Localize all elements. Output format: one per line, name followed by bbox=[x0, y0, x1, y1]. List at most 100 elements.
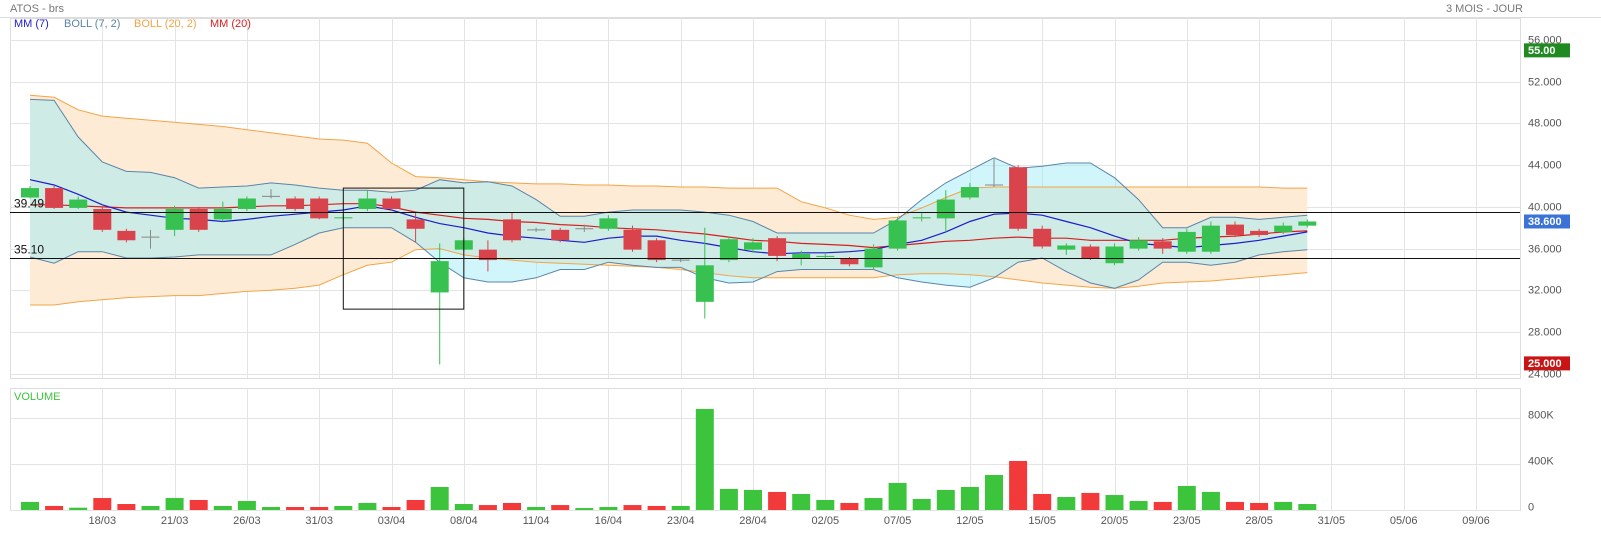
x-tick-label: 18/03 bbox=[89, 515, 117, 527]
x-tick-label: 15/05 bbox=[1028, 515, 1056, 527]
moving-average-line bbox=[29, 179, 1308, 255]
volume-bar bbox=[527, 507, 546, 510]
candle-body bbox=[1081, 246, 1100, 258]
price-badge bbox=[1524, 356, 1570, 371]
candle-body bbox=[768, 238, 787, 256]
candle-body bbox=[744, 242, 762, 250]
volume-bar bbox=[960, 486, 979, 510]
candle-body bbox=[478, 249, 497, 261]
level-label: 39.49 bbox=[14, 197, 44, 211]
annotation-box bbox=[342, 187, 465, 310]
volume-bar bbox=[1081, 492, 1100, 510]
x-tick-label: 21/03 bbox=[161, 515, 189, 527]
candle-body bbox=[960, 187, 979, 198]
volume-title: VOLUME bbox=[14, 391, 60, 403]
band-fill bbox=[30, 99, 1308, 289]
volume-bar bbox=[575, 508, 594, 510]
legend-entry: MM (7) bbox=[14, 18, 49, 30]
volume-bar bbox=[888, 482, 907, 510]
volume-bar bbox=[816, 499, 835, 510]
price-badge-label: 38.600 bbox=[1528, 216, 1562, 228]
candle-body bbox=[45, 188, 64, 208]
y-tick-label: 36.000 bbox=[1528, 243, 1562, 255]
candle-body bbox=[912, 217, 931, 219]
y-tick-label: 48.000 bbox=[1528, 117, 1562, 129]
volume-bar bbox=[117, 504, 136, 510]
band-line bbox=[29, 227, 1308, 289]
volume-bar bbox=[647, 505, 666, 510]
candle-body bbox=[310, 198, 329, 219]
volume-bar bbox=[1226, 501, 1244, 510]
volume-bar bbox=[93, 498, 112, 510]
volume-bar bbox=[985, 475, 1003, 510]
volume-bar bbox=[1105, 495, 1124, 510]
candle-body bbox=[503, 219, 521, 241]
volume-bar bbox=[1153, 501, 1172, 510]
volume-bar bbox=[623, 505, 642, 510]
y-tick-label: 24.000 bbox=[1528, 368, 1562, 380]
legend-entry: MM (20) bbox=[210, 18, 251, 30]
candle-body bbox=[69, 199, 88, 208]
volume-bar bbox=[286, 507, 305, 510]
price-badge-label: 55.00 bbox=[1528, 45, 1556, 57]
volume-bar bbox=[1201, 491, 1220, 510]
x-tick-label: 28/05 bbox=[1245, 515, 1273, 527]
candle-body bbox=[888, 220, 907, 249]
volume-bar bbox=[599, 507, 618, 510]
candle-body bbox=[936, 199, 955, 219]
candle-body bbox=[1177, 231, 1196, 252]
candle-body bbox=[1298, 221, 1317, 226]
price-badge-label: 25.000 bbox=[1528, 358, 1562, 370]
volume-bar bbox=[1129, 501, 1148, 510]
volume-bar bbox=[1057, 496, 1076, 510]
candle-body bbox=[382, 198, 401, 209]
volume-bar bbox=[430, 486, 449, 510]
volume-bar bbox=[1250, 502, 1269, 510]
candle-body bbox=[816, 255, 835, 257]
volume-bar bbox=[45, 505, 64, 510]
volume-bar bbox=[1177, 485, 1196, 510]
volume-bar bbox=[1274, 501, 1293, 510]
y-tick-label: 32.000 bbox=[1528, 284, 1562, 296]
volume-bar bbox=[334, 505, 353, 510]
chart-title: ATOS - brs bbox=[10, 3, 64, 15]
volume-bar bbox=[671, 505, 690, 510]
candle-body bbox=[237, 198, 256, 209]
volume-bar bbox=[1009, 460, 1028, 510]
volume-bar bbox=[358, 502, 377, 510]
volume-bar bbox=[936, 489, 955, 510]
band-line bbox=[29, 98, 1308, 234]
candle-body bbox=[358, 198, 377, 209]
volume-panel bbox=[10, 388, 1521, 511]
volume-bar bbox=[189, 499, 208, 510]
candle-body bbox=[599, 218, 618, 229]
candle-body bbox=[213, 208, 232, 220]
x-tick-label: 26/03 bbox=[233, 515, 261, 527]
x-tick-label: 23/04 bbox=[667, 515, 695, 527]
volume-bar bbox=[21, 501, 39, 510]
candle-body bbox=[1033, 228, 1052, 247]
volume-bar bbox=[1033, 494, 1052, 510]
candle-body bbox=[1250, 230, 1269, 236]
candle-body bbox=[1153, 241, 1172, 249]
price-badge bbox=[1524, 214, 1570, 229]
band-line bbox=[30, 248, 1308, 306]
volume-bar bbox=[237, 501, 256, 510]
x-tick-label: 31/05 bbox=[1318, 515, 1346, 527]
volume-bar bbox=[406, 499, 425, 510]
y-tick-label: 52.000 bbox=[1528, 76, 1562, 88]
x-tick-label: 16/04 bbox=[595, 515, 623, 527]
y-tick-label: 40.000 bbox=[1528, 201, 1562, 213]
volume-bar bbox=[262, 507, 280, 510]
candle-body bbox=[1009, 167, 1028, 229]
legend-entry: BOLL (7, 2) bbox=[64, 18, 120, 30]
level-label: 35.10 bbox=[14, 243, 44, 257]
candle-body bbox=[430, 261, 449, 293]
x-tick-label: 31/03 bbox=[305, 515, 333, 527]
candle-body bbox=[792, 253, 811, 258]
x-tick-label: 20/05 bbox=[1101, 515, 1129, 527]
volume-bar bbox=[141, 505, 160, 510]
volume-tick-label: 400K bbox=[1528, 455, 1554, 467]
volume-bar bbox=[792, 494, 811, 510]
